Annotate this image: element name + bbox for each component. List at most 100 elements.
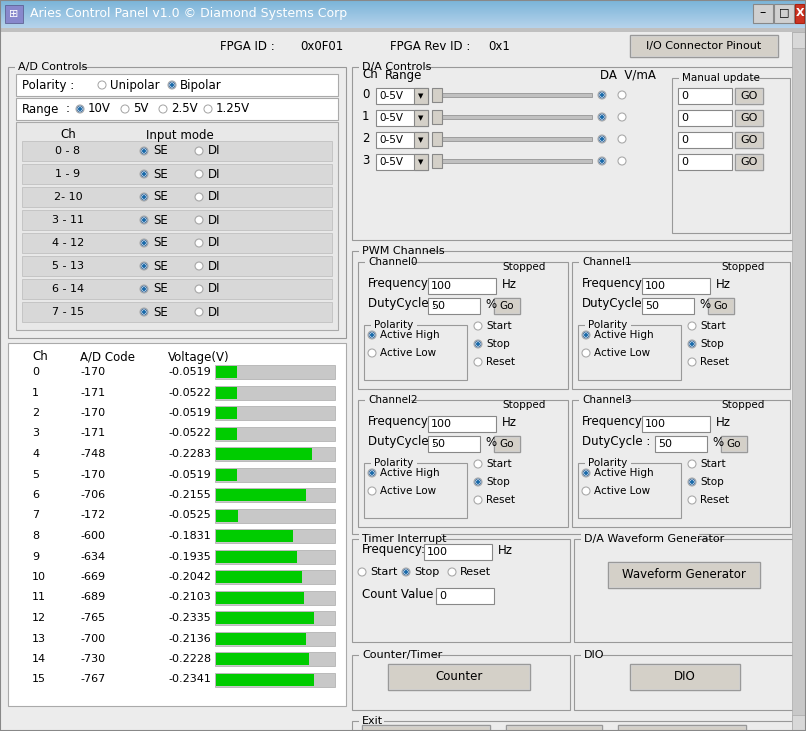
- Text: DA  V/mA: DA V/mA: [600, 69, 656, 81]
- Text: -170: -170: [80, 367, 105, 377]
- Bar: [792, 32, 806, 731]
- Text: -0.2042: -0.2042: [168, 572, 211, 582]
- Text: Range: Range: [385, 69, 422, 81]
- Circle shape: [369, 488, 376, 494]
- Bar: [363, 726, 489, 731]
- Text: -0.0522: -0.0522: [168, 428, 211, 439]
- Bar: [216, 366, 237, 378]
- Bar: [389, 665, 529, 689]
- Circle shape: [369, 332, 376, 338]
- Text: -172: -172: [80, 510, 106, 520]
- Text: 8: 8: [32, 531, 39, 541]
- Circle shape: [205, 106, 211, 112]
- Text: D/A Waveform Generator: D/A Waveform Generator: [584, 534, 725, 544]
- Text: 3 - 11: 3 - 11: [52, 215, 84, 225]
- Text: Input mode: Input mode: [146, 129, 214, 142]
- Text: 0: 0: [681, 91, 688, 101]
- Text: Polarity: Polarity: [374, 320, 413, 330]
- Text: -0.0522: -0.0522: [168, 387, 211, 398]
- Circle shape: [404, 570, 408, 574]
- Bar: [572, 400, 790, 527]
- Bar: [494, 298, 520, 314]
- Text: A/D Code: A/D Code: [80, 350, 135, 363]
- Text: Exit: Exit: [362, 716, 383, 726]
- Bar: [0, 11, 806, 12]
- Text: %: %: [712, 436, 723, 449]
- Circle shape: [142, 241, 146, 245]
- Text: -0.2341: -0.2341: [168, 675, 211, 684]
- Circle shape: [141, 171, 147, 177]
- Circle shape: [142, 287, 146, 291]
- Text: Hz: Hz: [502, 415, 517, 428]
- Text: DI: DI: [208, 282, 221, 295]
- Text: -0.0519: -0.0519: [168, 367, 210, 377]
- Bar: [679, 72, 750, 85]
- Text: Reset: Reset: [460, 567, 491, 577]
- Text: Reset: Reset: [486, 357, 515, 367]
- Text: 5 - 13: 5 - 13: [52, 261, 84, 271]
- Bar: [585, 457, 630, 470]
- Circle shape: [689, 461, 696, 467]
- Circle shape: [619, 136, 625, 143]
- Bar: [215, 447, 335, 461]
- Bar: [216, 653, 309, 665]
- Text: DutyCycle :: DutyCycle :: [368, 298, 436, 311]
- Bar: [0, 0, 806, 1]
- Text: -748: -748: [80, 449, 106, 459]
- Text: SE: SE: [153, 260, 168, 273]
- Bar: [708, 298, 734, 314]
- Circle shape: [196, 217, 202, 223]
- Text: Range: Range: [22, 102, 60, 115]
- Bar: [642, 278, 710, 294]
- Text: %: %: [485, 298, 496, 311]
- Text: Bipolar: Bipolar: [180, 78, 222, 91]
- Text: ⊞: ⊞: [10, 9, 19, 19]
- Text: -0.2283: -0.2283: [168, 449, 211, 459]
- Text: ▼: ▼: [418, 93, 424, 99]
- Bar: [678, 88, 732, 104]
- Bar: [215, 591, 335, 605]
- Bar: [22, 141, 332, 161]
- Text: Polarity: Polarity: [374, 458, 413, 468]
- Text: Hz: Hz: [716, 415, 731, 428]
- Bar: [216, 673, 314, 686]
- Text: Go: Go: [727, 439, 742, 449]
- Bar: [579, 394, 625, 407]
- Bar: [22, 302, 332, 322]
- Bar: [585, 319, 630, 332]
- Text: X: X: [796, 8, 804, 18]
- Text: -765: -765: [80, 613, 105, 623]
- Text: Reset: Reset: [700, 495, 729, 505]
- Bar: [216, 530, 293, 542]
- Bar: [736, 111, 762, 125]
- Bar: [0, 14, 806, 15]
- Bar: [352, 539, 570, 642]
- Circle shape: [141, 217, 147, 223]
- Text: DI: DI: [208, 260, 221, 273]
- Text: Reset: Reset: [700, 357, 729, 367]
- Bar: [359, 533, 441, 546]
- Text: -767: -767: [80, 675, 106, 684]
- Circle shape: [619, 114, 625, 120]
- Text: 11: 11: [32, 593, 46, 602]
- Bar: [722, 437, 746, 451]
- Text: :: :: [66, 102, 70, 115]
- Text: Stop: Stop: [700, 477, 724, 487]
- Text: -170: -170: [80, 469, 105, 480]
- Text: DIO: DIO: [674, 670, 696, 683]
- Text: 0-5V: 0-5V: [379, 157, 403, 167]
- Bar: [0, 21, 806, 22]
- Circle shape: [370, 333, 374, 337]
- Bar: [362, 725, 490, 731]
- Text: Active Low: Active Low: [594, 348, 650, 358]
- Bar: [216, 591, 304, 604]
- Text: 7: 7: [32, 510, 39, 520]
- Text: -0.0525: -0.0525: [168, 510, 210, 520]
- Bar: [16, 74, 338, 96]
- Text: I/O Connector Pinout: I/O Connector Pinout: [646, 41, 762, 51]
- Circle shape: [475, 497, 481, 503]
- Bar: [428, 298, 480, 314]
- Bar: [352, 67, 796, 240]
- Text: 1: 1: [32, 387, 39, 398]
- Circle shape: [370, 471, 374, 475]
